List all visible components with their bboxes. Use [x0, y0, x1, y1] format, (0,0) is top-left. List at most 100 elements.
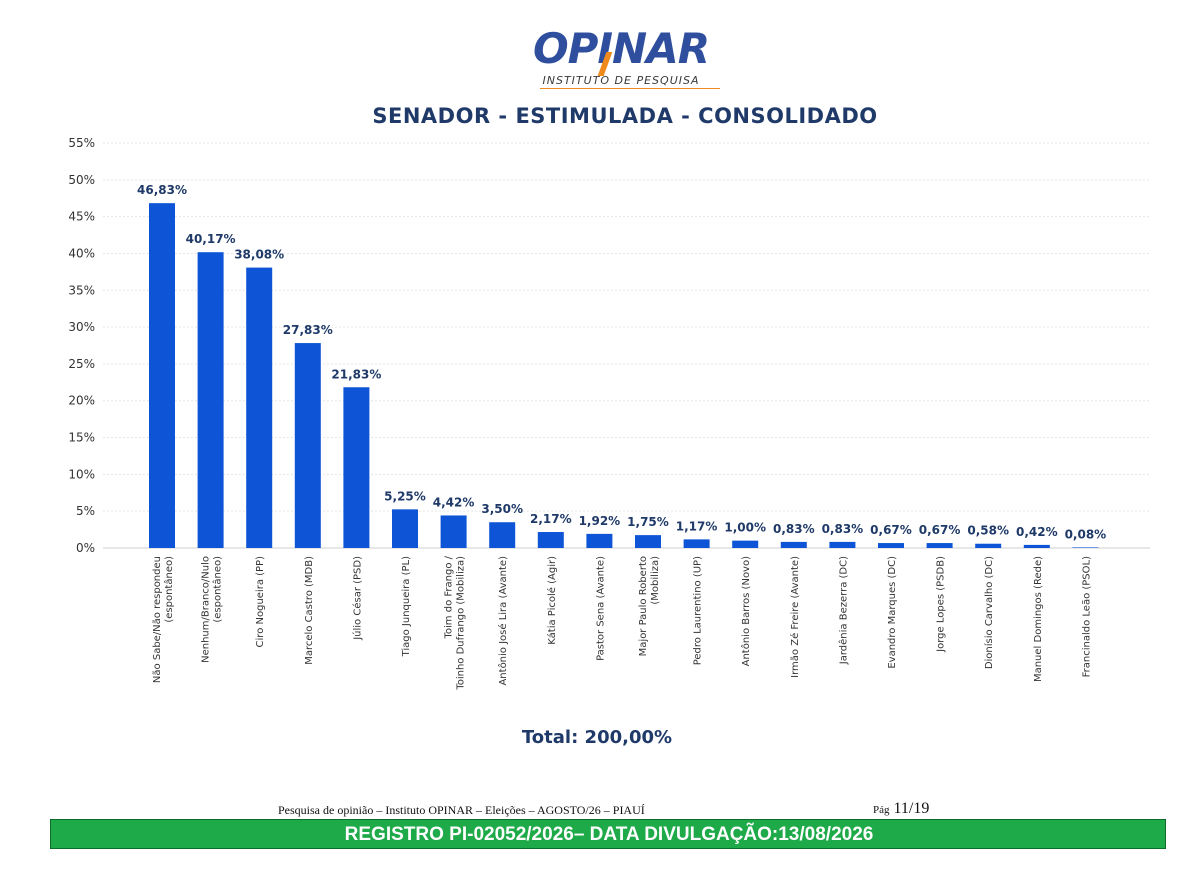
- x-tick-label-line: Toim do Frango /: [444, 555, 455, 639]
- footer-page-number: Pág 11/19: [873, 800, 929, 818]
- x-tick-label-line: Major Paulo Roberto: [638, 556, 649, 656]
- x-tick-label-line: Jardênia Bezerra (DC): [837, 556, 849, 665]
- x-tick-label-line: Kátia Picolé (Agir): [546, 556, 558, 645]
- chart-title: SENADOR - ESTIMULADA - CONSOLIDADO: [372, 104, 878, 128]
- data-label: 0,58%: [967, 524, 1009, 538]
- bar: [1072, 547, 1099, 548]
- bar: [780, 541, 807, 548]
- x-tick-label: Antônio José Lira (Avante): [497, 556, 509, 686]
- data-label: 27,83%: [283, 323, 333, 337]
- bar: [246, 267, 273, 548]
- x-tick-label-line: Antônio José Lira (Avante): [497, 556, 509, 686]
- data-label: 5,25%: [384, 489, 426, 503]
- bar-chart: 0% 5% 10% 15% 20% 25% 30% 35% 40% 45% 50% 55% 46,83%…: [68, 136, 1150, 691]
- x-tick-label: Evandro Marques (DC): [887, 556, 898, 669]
- y-tick-label: 40%: [68, 246, 95, 260]
- y-tick-label: 10%: [68, 467, 95, 481]
- x-tick-label-line: Nenhum/Branco/Nulo: [201, 556, 212, 663]
- x-tick-label-line: (espontâneo): [212, 556, 224, 623]
- bar: [683, 539, 710, 548]
- bar: [635, 535, 661, 548]
- x-tick-label: Antônio Barros (Novo): [740, 556, 752, 666]
- x-tick-label: Toim do Frango / Toinho Dufrango (Mobiliz…: [444, 555, 467, 690]
- page-prefix: Pág: [873, 804, 890, 816]
- x-tick-label: Manuel Domingos (Rede): [1033, 556, 1044, 682]
- y-tick-label: 20%: [68, 394, 95, 408]
- x-tick-label: Jorge Lopes (PSDB): [936, 556, 947, 653]
- x-tick-label-line: Pastor Sena (Avante): [595, 556, 606, 661]
- y-tick-label: 30%: [68, 320, 95, 334]
- x-tick-label: Não Sabe/Não respondeu (espontâneo): [152, 556, 175, 683]
- bar: [149, 203, 175, 549]
- bar: [392, 509, 418, 548]
- y-tick-label: 15%: [68, 431, 95, 445]
- data-label: 38,08%: [234, 248, 284, 262]
- data-label: 0,67%: [919, 523, 961, 537]
- x-tick-label: Tiago Junqueira (PL): [401, 556, 412, 658]
- x-tick-label-line: Júlio César (PSD): [351, 556, 363, 641]
- x-tick-label-line: Dionísio Carvalho (DC): [983, 556, 995, 669]
- x-tick-label-line: Toinho Dufrango (Mobiliza): [456, 556, 467, 691]
- x-tick-label: Pastor Sena (Avante): [595, 556, 606, 661]
- data-label: 40,17%: [186, 232, 236, 246]
- bar: [294, 343, 321, 548]
- logo-subtitle: INSTITUTO DE PESQUISA: [542, 74, 700, 87]
- x-tick-label-line: (espontâneo): [163, 556, 175, 623]
- x-tick-label: Marcelo Castro (MDB): [304, 556, 315, 665]
- bar: [829, 541, 856, 548]
- data-label: 3,50%: [481, 502, 523, 516]
- x-tick-label-line: Jorge Lopes (PSDB): [936, 556, 947, 653]
- bar: [197, 252, 224, 548]
- data-label: 2,17%: [530, 512, 572, 526]
- bar: [732, 540, 759, 548]
- bar: [537, 532, 564, 548]
- bar: [343, 387, 370, 548]
- x-tick-label: Ciro Nogueira (PP): [255, 556, 266, 648]
- bar: [489, 522, 516, 548]
- bar: [586, 533, 613, 548]
- x-tick-label-line: Pedro Laurentino (UP): [693, 556, 704, 665]
- data-label: 4,42%: [433, 495, 475, 509]
- x-tick-label-line: Marcelo Castro (MDB): [304, 556, 315, 665]
- x-tick-label-line: Francinaldo Leão (PSOL): [1081, 556, 1092, 677]
- data-label: 0,83%: [822, 522, 864, 536]
- data-label: 1,75%: [627, 515, 669, 529]
- x-tick-label: Júlio César (PSD): [351, 556, 363, 641]
- x-tick-label-line: Evandro Marques (DC): [887, 556, 898, 669]
- x-tick-label-line: Antônio Barros (Novo): [740, 556, 752, 666]
- y-tick-label: 55%: [68, 136, 95, 150]
- data-label: 21,83%: [331, 367, 381, 381]
- registration-text: REGISTRO PI-02052/2026– DATA DIVULGAÇÃO:…: [344, 824, 874, 845]
- data-label: 1,00%: [724, 521, 766, 535]
- registration-band: REGISTRO PI-02052/2026– DATA DIVULGAÇÃO:…: [50, 819, 1166, 849]
- y-tick-label: 50%: [68, 173, 95, 187]
- data-label: 1,17%: [676, 519, 718, 533]
- x-tick-label: Major Paulo Roberto (Mobiliza): [638, 556, 661, 656]
- data-label: 46,83%: [137, 183, 187, 197]
- data-label: 0,83%: [773, 522, 815, 536]
- x-tick-label-line: Não Sabe/Não respondeu: [152, 556, 163, 683]
- x-tick-label: Pedro Laurentino (UP): [693, 556, 704, 665]
- y-tick-label: 35%: [68, 283, 95, 297]
- page-value: 11/19: [893, 800, 930, 817]
- x-tick-label: Dionísio Carvalho (DC): [983, 556, 995, 669]
- x-tick-label: Jardênia Bezerra (DC): [837, 556, 849, 665]
- x-tick-label-line: Irmão Zé Freire (Avante): [789, 556, 801, 678]
- x-tick-label: Kátia Picolé (Agir): [546, 556, 558, 645]
- opinar-logo: OPINAR INSTITUTO DE PESQUISA: [0, 22, 1200, 92]
- logo-underline: [540, 88, 720, 89]
- y-tick-label: 45%: [68, 210, 95, 224]
- x-tick-label: Francinaldo Leão (PSOL): [1081, 556, 1092, 677]
- x-tick-label-line: Manuel Domingos (Rede): [1033, 556, 1044, 682]
- data-label: 0,67%: [870, 523, 912, 537]
- x-tick-label-line: Ciro Nogueira (PP): [255, 556, 266, 648]
- bar: [975, 543, 1002, 548]
- bar: [440, 515, 467, 548]
- bar: [878, 543, 904, 548]
- footer-survey-text: Pesquisa de opinião – Instituto OPINAR –…: [278, 803, 645, 817]
- x-tick-label-line: (Mobiliza): [650, 556, 661, 605]
- data-label: 0,08%: [1065, 527, 1107, 541]
- y-tick-label: 25%: [68, 357, 95, 371]
- bar: [1023, 544, 1050, 548]
- logo-brand: OPINAR: [532, 24, 710, 73]
